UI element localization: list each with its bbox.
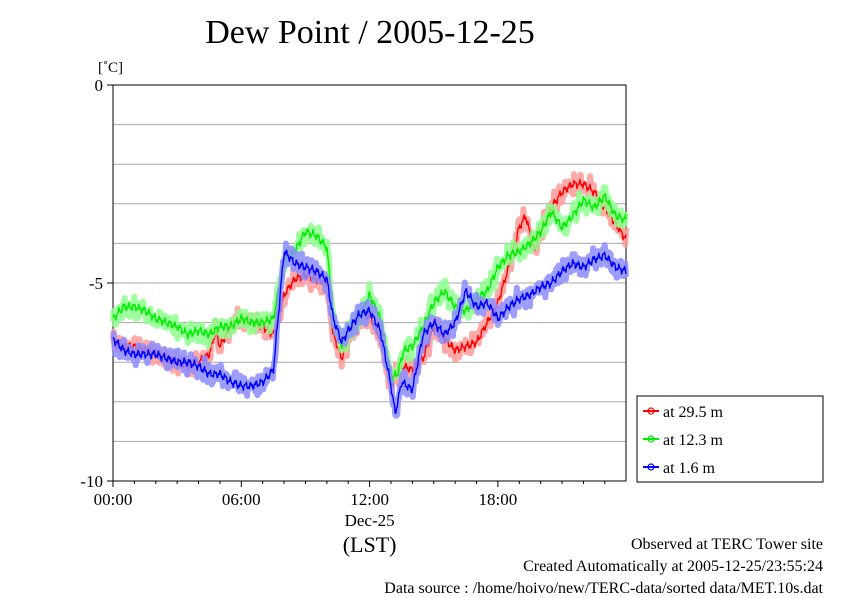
footer-source: Data source : /home/hoivo/new/TERC-data/… — [384, 580, 823, 598]
footer-created: Created Automatically at 2005-12-25/23:5… — [523, 558, 823, 576]
legend-label: at 1.6 m — [663, 460, 716, 477]
x-date-label: Dec-25 — [345, 511, 395, 530]
y-tick-label: -10 — [80, 472, 103, 491]
x-tick-label: 06:00 — [222, 490, 261, 509]
y-tick-label: -5 — [89, 274, 103, 293]
x-tick-label: 18:00 — [479, 490, 518, 509]
legend-label: at 29.5 m — [663, 404, 724, 421]
x-axis-label: (LST) — [343, 532, 397, 557]
x-tick-label: 12:00 — [350, 490, 389, 509]
y-tick-label: 0 — [95, 76, 104, 95]
legend-label: at 12.3 m — [663, 432, 724, 449]
footer-observed: Observed at TERC Tower site — [631, 536, 823, 554]
y-axis-label: [˚C] — [98, 60, 123, 76]
x-tick-label: 00:00 — [94, 490, 133, 509]
